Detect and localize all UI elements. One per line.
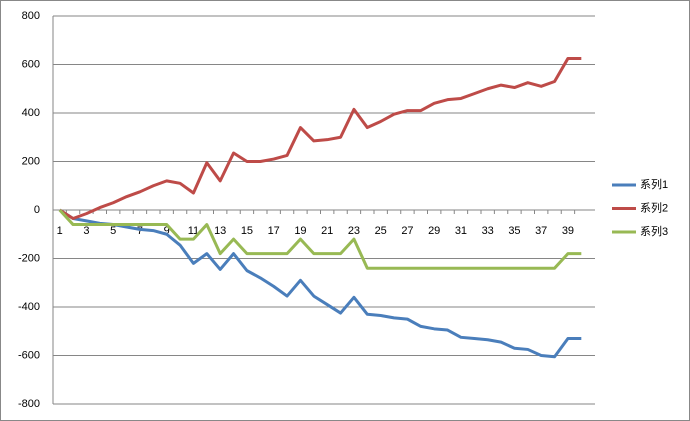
x-tick-label: 9 (164, 225, 170, 237)
x-tick-label: 7 (137, 225, 143, 237)
y-tick-label: 200 (22, 155, 40, 167)
x-tick-label: 25 (375, 225, 387, 237)
legend-label: 系列2 (640, 200, 668, 214)
x-tick-label: 1 (57, 225, 63, 237)
x-tick-label: 19 (294, 225, 306, 237)
y-tick-label: 600 (22, 58, 40, 70)
x-tick-label: 21 (321, 225, 333, 237)
x-tick-label: 13 (214, 225, 226, 237)
line-series (58, 208, 582, 359)
x-tick-label: 5 (110, 225, 116, 237)
x-tick-label: 31 (455, 225, 467, 237)
x-tick-label: 29 (428, 225, 440, 237)
y-tick-label: -200 (18, 252, 40, 264)
line-series (58, 56, 582, 220)
x-tick-label: 15 (241, 225, 253, 237)
y-tick-label: -600 (18, 349, 40, 361)
x-tick-label: 39 (562, 225, 574, 237)
y-tick-label: 400 (22, 107, 40, 119)
line-series (58, 208, 582, 270)
x-tick-label: 33 (482, 225, 494, 237)
legend-label: 系列3 (640, 224, 668, 238)
x-tick-label: 3 (83, 225, 89, 237)
y-tick-label: 800 (22, 10, 40, 22)
x-tick-label: 23 (348, 225, 360, 237)
x-tick-label: 37 (535, 225, 547, 237)
y-tick-label: -400 (18, 301, 40, 313)
x-tick-label: 11 (188, 225, 199, 237)
x-tick-label: 27 (401, 225, 413, 237)
x-tick-label: 35 (508, 225, 520, 237)
y-tick-label: 0 (34, 204, 40, 216)
x-tick-label: 17 (268, 225, 280, 237)
legend-label: 系列1 (640, 177, 668, 191)
y-tick-label: -800 (18, 398, 40, 410)
